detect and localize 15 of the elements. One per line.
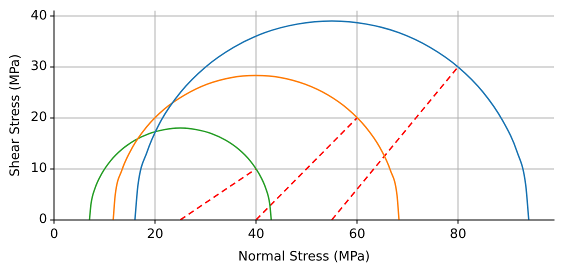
x-tick-label: 40: [248, 226, 264, 242]
x-tick-label: 80: [450, 226, 466, 242]
line-series: [134, 20, 530, 220]
x-tick-label: 0: [50, 226, 58, 242]
y-tick-label: 40: [30, 8, 48, 24]
x-axis-title: Normal Stress (MPa): [238, 250, 370, 265]
x-tick-label: 60: [348, 226, 366, 242]
y-tick-label: 10: [30, 161, 48, 176]
y-tick-label: 0: [38, 212, 48, 228]
y-axis-title: Shear Stress (MPa): [8, 54, 24, 177]
x-tick-label: 20: [146, 226, 164, 242]
line-series: [112, 74, 400, 220]
y-tick-label: 20: [30, 110, 48, 126]
line-series: [88, 127, 272, 220]
y-tick-label: 30: [30, 59, 48, 74]
